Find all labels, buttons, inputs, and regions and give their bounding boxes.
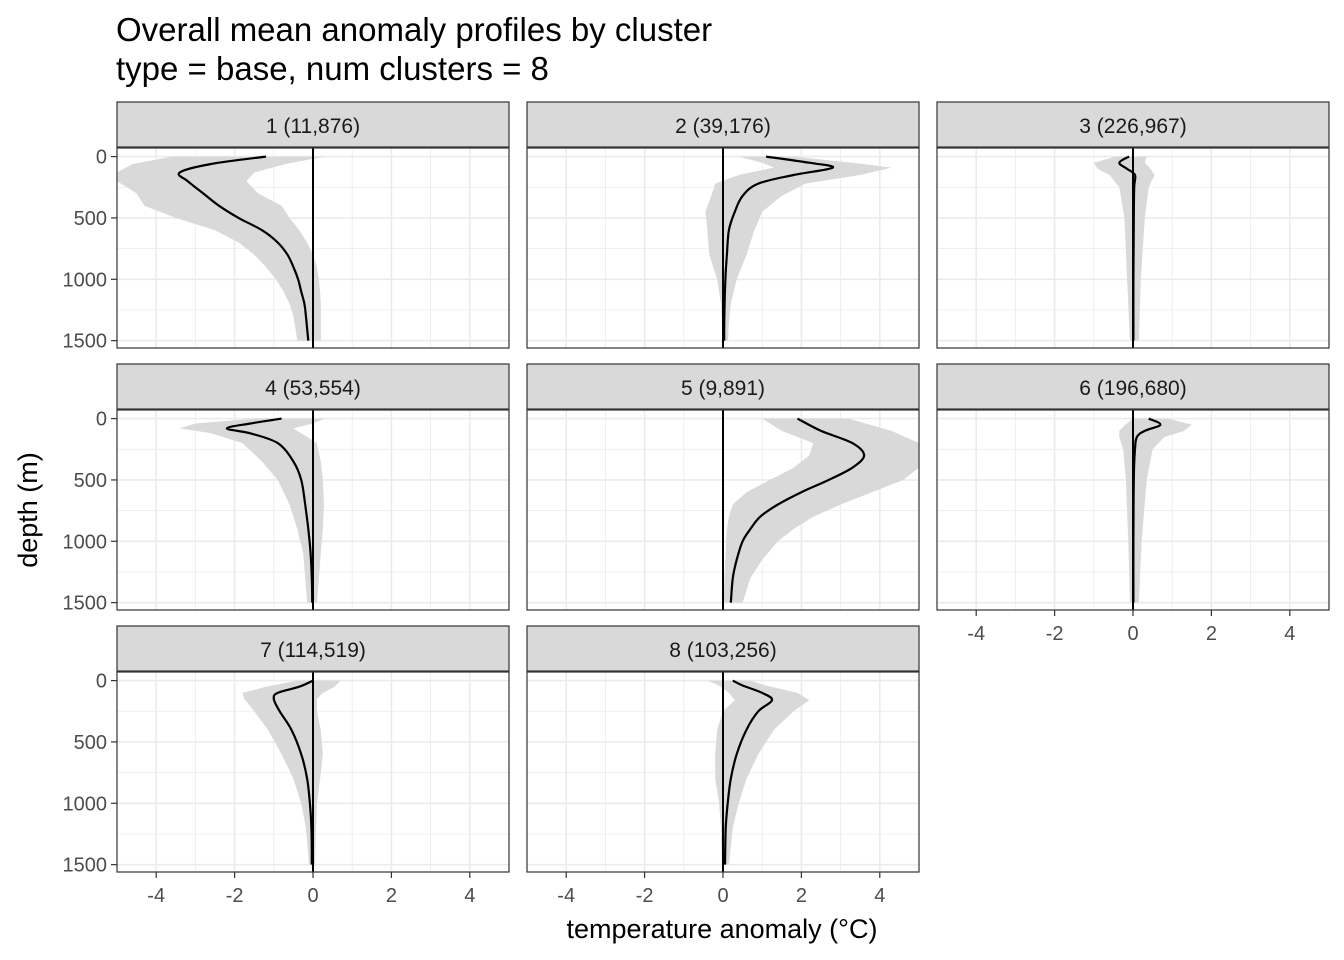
facet-strip [116,101,510,148]
mean-profile-line [729,417,866,603]
x-tick-label: 2 [796,885,807,907]
facet-strip-label: 8 (103,256) [669,639,776,662]
x-tick-label: -2 [1046,623,1064,645]
y-tick-label: 1500 [63,331,108,353]
facet-strip [116,363,510,410]
y-tick-label: 500 [74,470,107,492]
x-tick-label: 2 [1206,623,1217,645]
ribbon-band [179,418,325,603]
ribbon-band [707,680,810,865]
x-axis-title: temperature anomaly (°C) [567,914,878,944]
facet-panel-6: 6 (196,680) [936,363,1330,611]
y-tick-label: 0 [96,671,107,693]
facet-panel-7: 7 (114,519) [116,625,510,873]
x-tick-label: -2 [636,885,654,907]
facet-strip-label: 1 (11,876) [266,115,360,138]
facet-strip-label: 7 (114,519) [260,639,366,662]
panel-border [526,409,920,611]
x-tick-label: 0 [1127,623,1138,645]
facet-strip-label: 3 (226,967) [1079,115,1186,138]
facet-panel-8: 8 (103,256) [526,625,920,873]
facet-strip [936,101,1330,148]
mean-profile-line [723,155,835,341]
facet-strip-label: 4 (53,554) [265,377,361,400]
facet-strip [526,363,920,410]
x-tick-label: 0 [717,885,728,907]
mean-profile-line [723,679,774,865]
mean-profile-line [272,679,314,865]
y-tick-label: 500 [74,732,107,754]
facet-panel-4: 4 (53,554) [116,363,510,611]
mean-profile-line [177,155,310,341]
mean-profile-line [1118,155,1137,341]
y-tick-label: 500 [74,208,107,230]
facet-strip-label: 5 (9,891) [681,377,765,400]
x-tick-label: 0 [307,885,318,907]
facet-panel-3: 3 (226,967) [936,101,1330,349]
y-axis-title: depth (m) [13,452,43,568]
facet-panel-2: 2 (39,176) [526,101,920,349]
panel-border [116,409,510,611]
y-tick-label: 1000 [63,269,108,291]
x-tick-label: -4 [967,623,985,645]
mean-profile-line [1132,417,1162,603]
y-tick-label: 1000 [63,531,108,553]
chart-title: Overall mean anomaly profiles by cluster [116,11,713,48]
facet-strip [116,625,510,672]
y-tick-label: 0 [96,147,107,169]
ribbon-band [705,156,892,341]
facet-panel-5: 5 (9,891) [526,363,920,611]
x-tick-label: -4 [147,885,165,907]
chart-subtitle: type = base, num clusters = 8 [116,50,549,87]
axes-layer: 0 500 1000 1500 0 500 1000 1500 -4 -2 0 2 4 0 500 1000 1… [63,147,1296,907]
x-tick-label: 4 [874,885,885,907]
x-tick-label: -4 [557,885,575,907]
facet-strip [526,625,920,672]
facet-strip-label: 6 (196,680) [1079,377,1186,400]
ribbon-band [1119,418,1192,603]
y-tick-label: 1500 [63,593,108,615]
facet-strip-label: 2 (39,176) [675,115,771,138]
x-tick-label: 4 [1284,623,1295,645]
mean-profile-line [225,417,314,603]
chart-title-block: Overall mean anomaly profiles by cluster… [116,10,712,88]
ribbon-band [1093,156,1155,341]
x-tick-label: 4 [464,885,475,907]
x-tick-label: 2 [386,885,397,907]
ribbon-band [723,418,919,603]
facet-panel-1: 1 (11,876) [116,101,510,349]
panel-border [526,147,920,349]
y-tick-label: 1500 [63,855,108,877]
x-tick-label: -2 [226,885,244,907]
y-tick-label: 1000 [63,793,108,815]
panels-layer: 1 (11,876) 2 (39,176) 3 (226,967) 4 (53,554… [116,101,1330,873]
facet-strip [526,101,920,148]
y-tick-label: 0 [96,409,107,431]
panel-border [936,147,1330,349]
panel-border [116,147,510,349]
facet-strip [936,363,1330,410]
ribbon-band [117,156,325,341]
ribbon-band [242,680,341,865]
